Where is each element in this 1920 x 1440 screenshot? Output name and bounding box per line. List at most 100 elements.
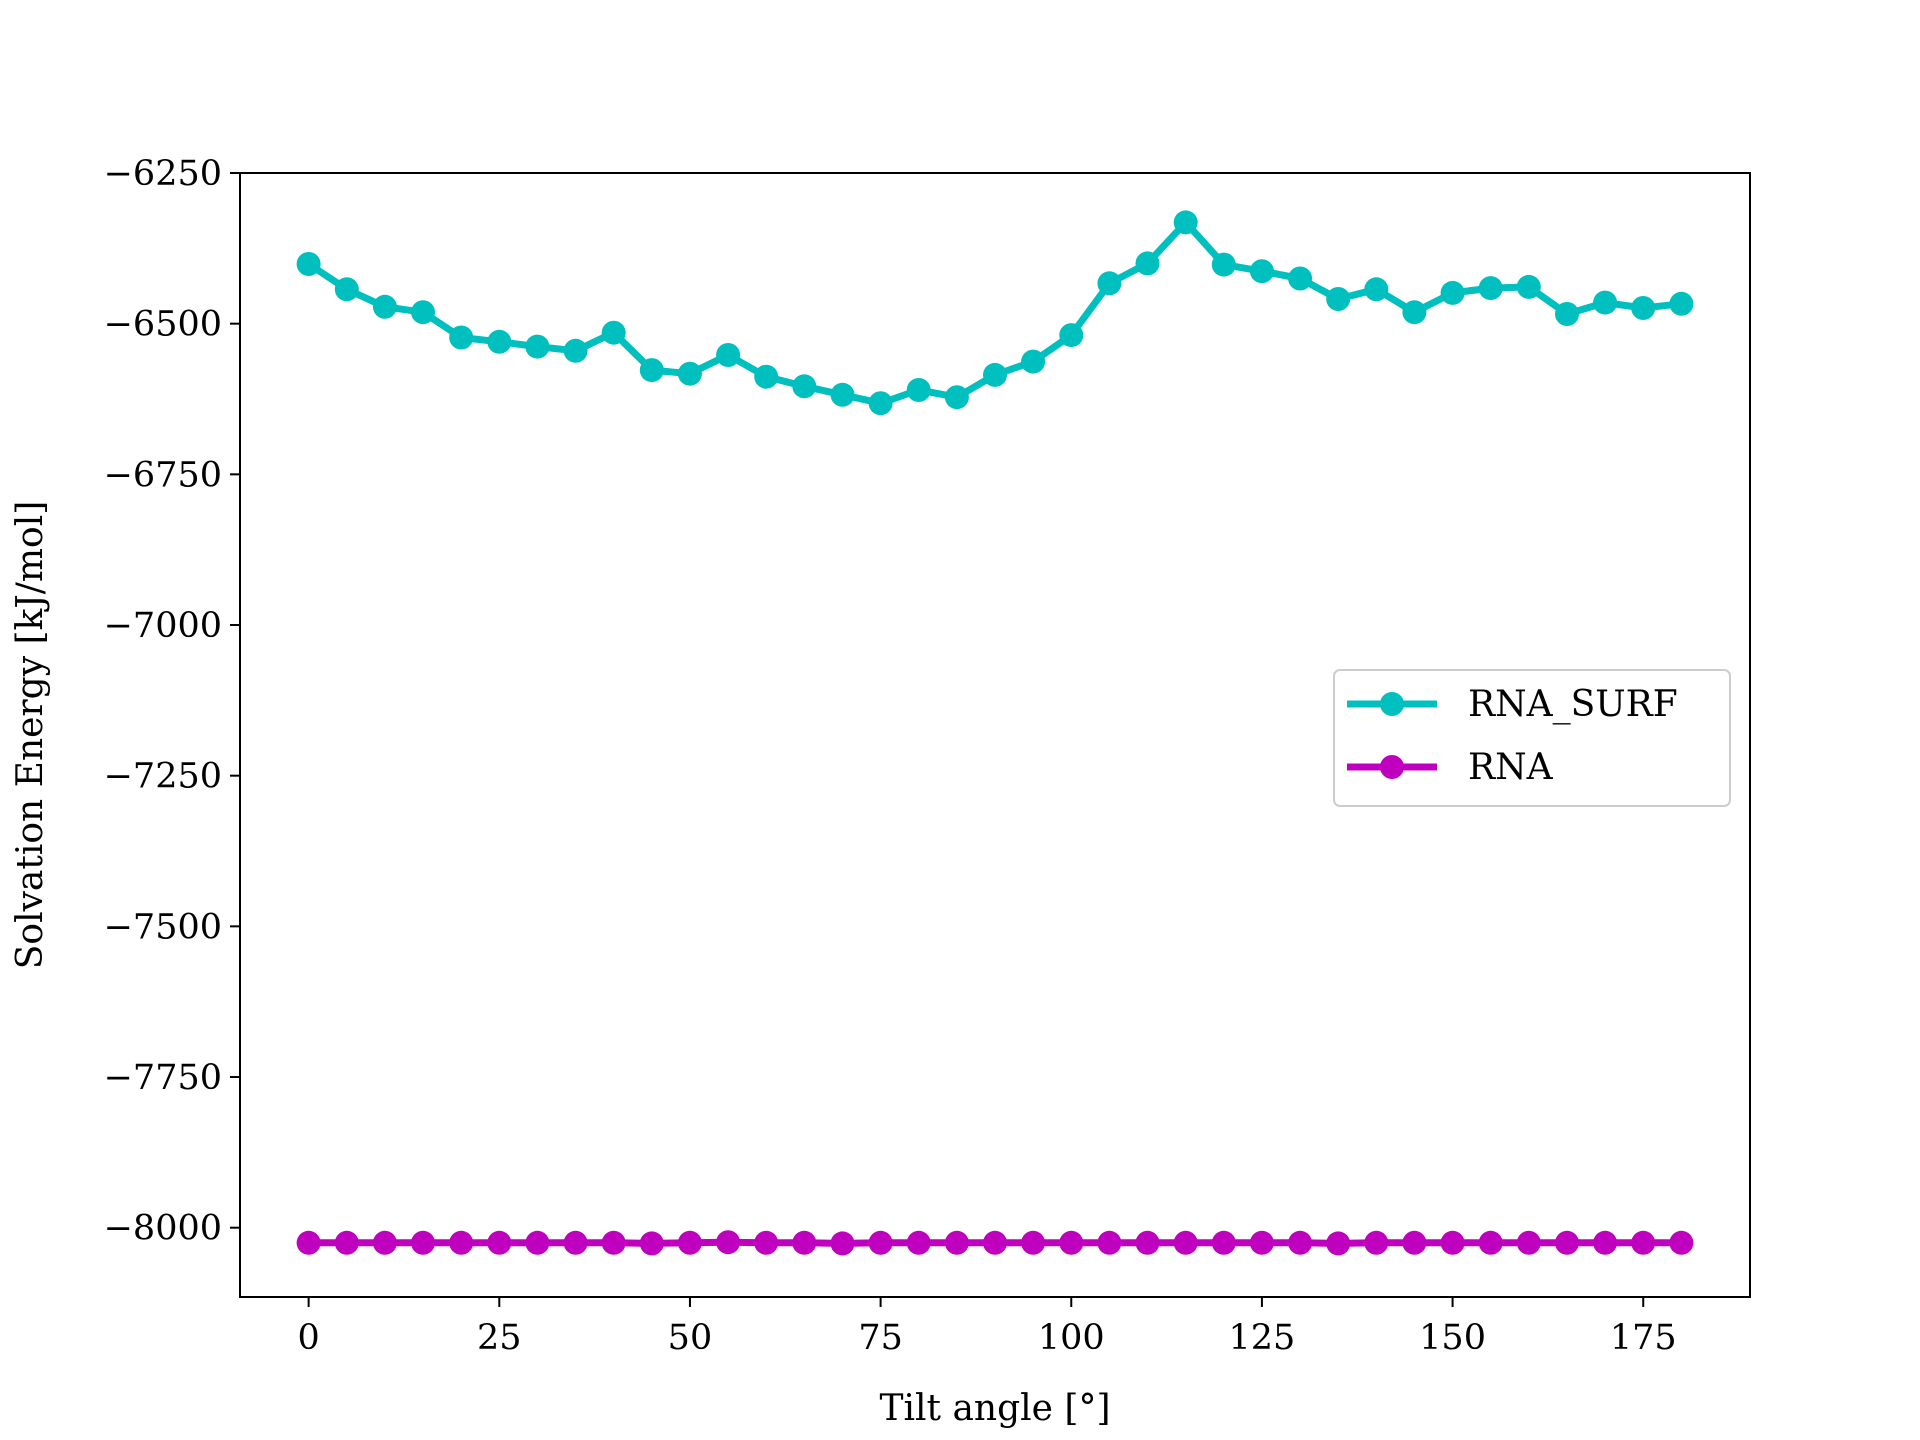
data-point-rna-surf <box>906 378 931 402</box>
data-point-rna-surf <box>487 329 512 354</box>
data-point-rna-surf <box>716 343 741 367</box>
plot-frame <box>239 172 1751 1298</box>
y-axis-label: Solvation Energy [kJ/mol] <box>10 501 51 970</box>
data-point-rna <box>754 1230 779 1255</box>
data-point-rna <box>411 1230 435 1255</box>
data-point-rna-surf <box>1669 291 1694 316</box>
y-tick-label: −6500 <box>104 305 222 345</box>
data-point-rna-surf <box>1555 302 1579 326</box>
data-point-rna <box>1059 1230 1084 1255</box>
data-point-rna-surf <box>296 252 321 276</box>
data-point-rna-surf <box>1478 276 1503 301</box>
y-tick-label: −7750 <box>104 1058 222 1098</box>
y-tick-label: −6250 <box>104 154 222 194</box>
data-point-rna-surf <box>1135 251 1160 276</box>
data-point-rna-surf <box>411 300 435 325</box>
y-tick-label: −7000 <box>104 606 222 646</box>
data-point-rna <box>1555 1230 1579 1255</box>
data-point-rna-surf <box>1364 277 1389 302</box>
data-point-rna-surf <box>372 294 397 319</box>
data-point-rna <box>1516 1230 1541 1255</box>
data-point-rna <box>1669 1230 1694 1255</box>
x-tick-label: 175 <box>1610 1318 1677 1358</box>
data-point-rna-surf <box>1402 300 1427 325</box>
data-point-rna-surf <box>792 374 817 399</box>
data-point-rna-surf <box>1211 252 1236 277</box>
data-point-rna <box>1364 1230 1389 1255</box>
data-point-rna-surf <box>754 364 779 389</box>
y-tick-label: −7500 <box>104 907 222 947</box>
data-point-rna <box>677 1230 702 1255</box>
series-layer <box>296 210 1694 1256</box>
data-point-rna <box>1249 1230 1274 1255</box>
data-point-rna <box>1211 1230 1236 1255</box>
y-tick-label: −6750 <box>104 455 222 495</box>
data-point-rna <box>906 1230 931 1255</box>
data-point-rna <box>868 1230 893 1255</box>
data-point-rna-surf <box>449 325 474 350</box>
x-tick-label: 0 <box>297 1318 319 1358</box>
data-point-rna <box>525 1230 550 1255</box>
data-point-rna <box>1288 1230 1313 1255</box>
data-point-rna <box>1631 1230 1656 1255</box>
y-tick-label: −7250 <box>104 757 222 797</box>
data-point-rna <box>792 1230 817 1255</box>
y-axis: −6250 −6500 −6750 −7000 −7250 −7500 −7750 −8000 <box>104 154 240 1249</box>
x-tick-label: 100 <box>1038 1318 1105 1358</box>
data-point-rna-surf <box>1326 287 1351 311</box>
x-axis: 0 25 50 75 100 125 150 175 <box>297 1297 1677 1358</box>
x-tick-label: 25 <box>477 1318 522 1358</box>
data-point-rna-surf <box>1097 271 1122 296</box>
x-tick-label: 150 <box>1419 1318 1486 1358</box>
data-point-rna-surf <box>1249 259 1274 284</box>
data-point-rna <box>1097 1230 1122 1255</box>
data-point-rna <box>716 1230 741 1255</box>
data-point-rna-surf <box>830 382 855 407</box>
legend-marker-rna <box>1380 755 1404 779</box>
data-point-rna-surf <box>1440 280 1465 305</box>
data-point-rna-surf <box>639 358 664 383</box>
data-point-rna-surf <box>868 391 893 416</box>
x-tick-label: 75 <box>858 1318 903 1358</box>
data-point-rna <box>1021 1230 1046 1255</box>
data-point-rna <box>830 1231 855 1256</box>
data-point-rna <box>487 1230 512 1255</box>
data-point-rna-surf <box>1173 210 1198 235</box>
data-point-rna-surf <box>1021 349 1046 374</box>
legend-label-rna: RNA <box>1468 747 1554 788</box>
data-point-rna <box>296 1230 321 1255</box>
legend-marker-rna-surf <box>1380 692 1404 716</box>
data-point-rna <box>944 1230 969 1255</box>
data-point-rna-surf <box>983 362 1007 387</box>
data-point-rna <box>1402 1230 1427 1255</box>
data-point-rna-surf <box>1593 290 1618 315</box>
data-point-rna <box>601 1230 626 1255</box>
data-point-rna-surf <box>1516 274 1541 299</box>
data-point-rna <box>1173 1230 1198 1255</box>
data-point-rna <box>1478 1230 1503 1255</box>
data-point-rna-surf <box>677 361 702 386</box>
x-axis-label: Tilt angle [°] <box>880 1388 1111 1429</box>
data-point-rna <box>563 1230 588 1255</box>
data-point-rna-surf <box>601 320 626 345</box>
x-tick-label: 125 <box>1229 1318 1296 1358</box>
legend: RNA_SURF RNA <box>1333 669 1731 807</box>
data-point-rna <box>1135 1230 1160 1255</box>
data-point-rna-surf <box>1288 266 1313 291</box>
data-point-rna-surf <box>525 334 550 359</box>
data-point-rna <box>449 1230 474 1255</box>
data-point-rna <box>639 1231 664 1256</box>
data-point-rna-surf <box>1631 296 1656 320</box>
legend-label-rna-surf: RNA_SURF <box>1468 684 1678 725</box>
data-point-rna-surf <box>563 338 588 363</box>
data-point-rna <box>334 1230 359 1255</box>
data-point-rna-surf <box>944 385 969 410</box>
data-point-rna <box>1440 1230 1465 1255</box>
data-point-rna-surf <box>1059 323 1084 348</box>
data-point-rna <box>372 1230 397 1255</box>
data-point-rna <box>1326 1231 1351 1256</box>
data-point-rna <box>1593 1230 1618 1255</box>
x-tick-label: 50 <box>668 1318 713 1358</box>
y-tick-label: −8000 <box>104 1209 222 1249</box>
